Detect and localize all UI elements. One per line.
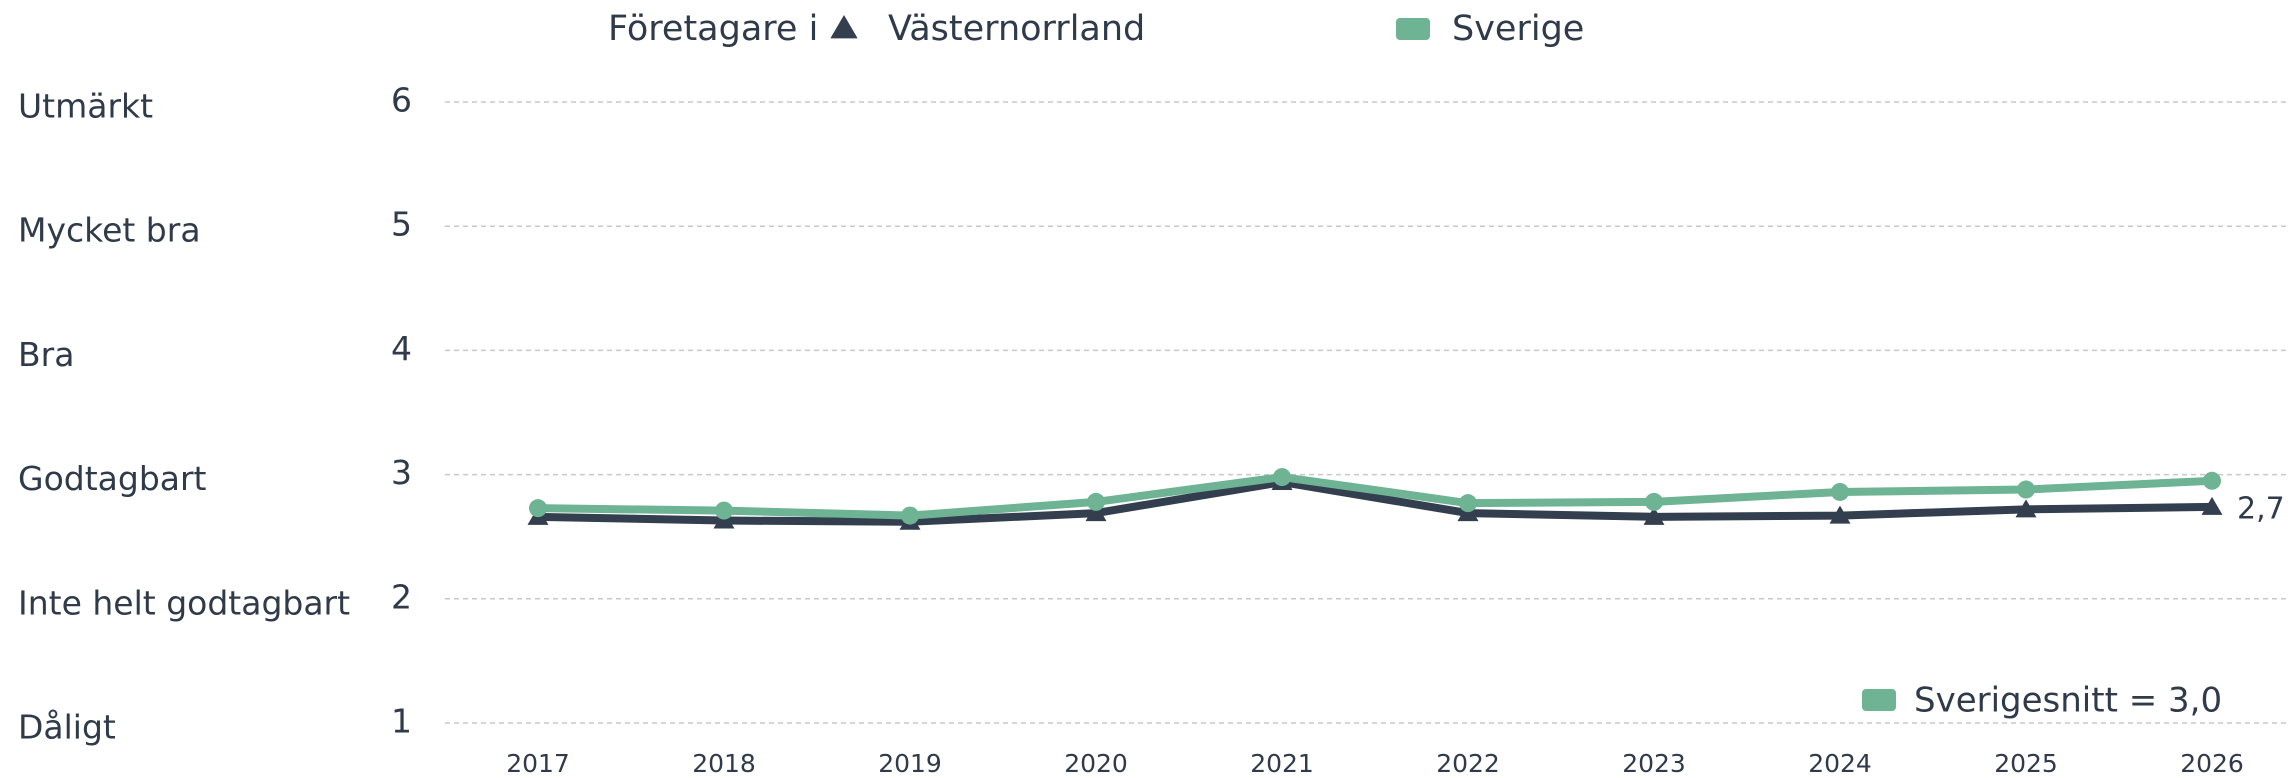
rating-label: Dåligt: [18, 708, 116, 747]
marker: [2015, 499, 2037, 518]
line: [537, 473, 2213, 520]
legend-marker: [1396, 18, 1430, 40]
marker: [2017, 480, 2035, 499]
x-tick-label: 2020: [1064, 749, 1128, 778]
x-tick-label: 2017: [506, 749, 570, 778]
y-tick-label: 3: [391, 453, 412, 492]
marker: [2201, 496, 2223, 515]
marker: [1831, 482, 1849, 501]
x-tick-label: 2025: [1994, 749, 2058, 778]
y-tick-label: 1: [391, 702, 412, 741]
legend: Företagare i: [608, 9, 818, 49]
marker: [2203, 471, 2221, 490]
line: [537, 478, 2213, 526]
marker: [1087, 492, 1105, 511]
x-tick-label: 2019: [878, 749, 942, 778]
marker: [1829, 505, 1851, 524]
legend-label: Västernorrland: [888, 9, 1145, 49]
marker: [529, 499, 547, 518]
legend-label: Sverige: [1452, 9, 1584, 49]
marker: [715, 501, 733, 520]
rating-label: Bra: [18, 335, 74, 374]
value-label: 2,7: [2237, 491, 2285, 526]
x-tick-label: 2024: [1808, 749, 1872, 778]
rating-label: Utmärkt: [18, 87, 153, 126]
y-tick-label: 5: [391, 205, 412, 244]
legend-title: Företagare i: [608, 9, 818, 49]
x-tick-label: 2023: [1622, 749, 1686, 778]
rating-label: Inte helt godtagbart: [18, 583, 350, 622]
marker: [1459, 494, 1477, 513]
x-tick-label: 2022: [1436, 749, 1500, 778]
annotation-marker: [1862, 689, 1896, 711]
y-tick-label: 6: [391, 81, 412, 120]
marker: [901, 506, 919, 525]
y-tick-label: 4: [391, 329, 412, 368]
marker: [1643, 506, 1665, 525]
rating-label: Godtagbart: [18, 459, 207, 498]
marker: [1645, 492, 1663, 511]
annotation: Sverigesnitt = 3,0: [1914, 681, 2222, 721]
marker: [1273, 468, 1291, 487]
y-tick-label: 2: [391, 577, 412, 616]
rating-label: Mycket bra: [18, 211, 201, 250]
x-tick-label: 2018: [692, 749, 756, 778]
legend-marker: [830, 15, 858, 39]
marker: [1085, 503, 1107, 522]
x-tick-label: 2026: [2180, 749, 2244, 778]
x-tick-label: 2021: [1250, 749, 1314, 778]
